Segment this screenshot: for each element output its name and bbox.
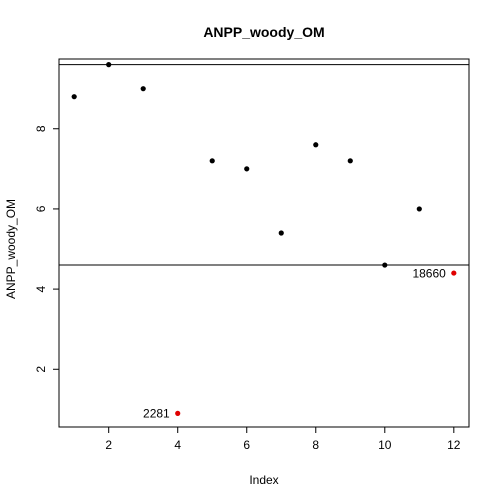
outlier-label: 2281: [143, 407, 170, 421]
data-point: [106, 62, 112, 68]
y-tick-label: 2: [34, 366, 48, 373]
y-tick-label: 8: [34, 125, 48, 132]
y-axis-label: ANPP_woody_OM: [4, 199, 18, 299]
data-point: [382, 262, 388, 268]
x-tick-label: 10: [378, 438, 392, 452]
data-point: [140, 86, 146, 92]
x-tick-label: 8: [312, 438, 319, 452]
x-tick-label: 4: [174, 438, 181, 452]
data-point: [313, 142, 319, 148]
data-point: [278, 230, 284, 236]
x-tick-label: 2: [105, 438, 112, 452]
outlier-point: [451, 270, 457, 276]
data-point: [209, 158, 215, 164]
x-tick-label: 12: [447, 438, 461, 452]
outlier-point: [175, 410, 181, 416]
x-axis-label: Index: [249, 473, 278, 487]
x-tick-label: 6: [243, 438, 250, 452]
data-point: [416, 206, 422, 212]
chart-title: ANPP_woody_OM: [203, 24, 324, 40]
data-point: [347, 158, 353, 164]
y-tick-label: 4: [34, 285, 48, 292]
plot-area: 2 4 6 8 10 12 2 4 6 8 2281 18660: [34, 58, 470, 452]
outlier-label: 18660: [412, 266, 446, 280]
data-point: [71, 94, 77, 100]
plot-frame: [58, 58, 470, 428]
y-tick-label: 6: [34, 205, 48, 212]
data-point: [244, 166, 250, 172]
